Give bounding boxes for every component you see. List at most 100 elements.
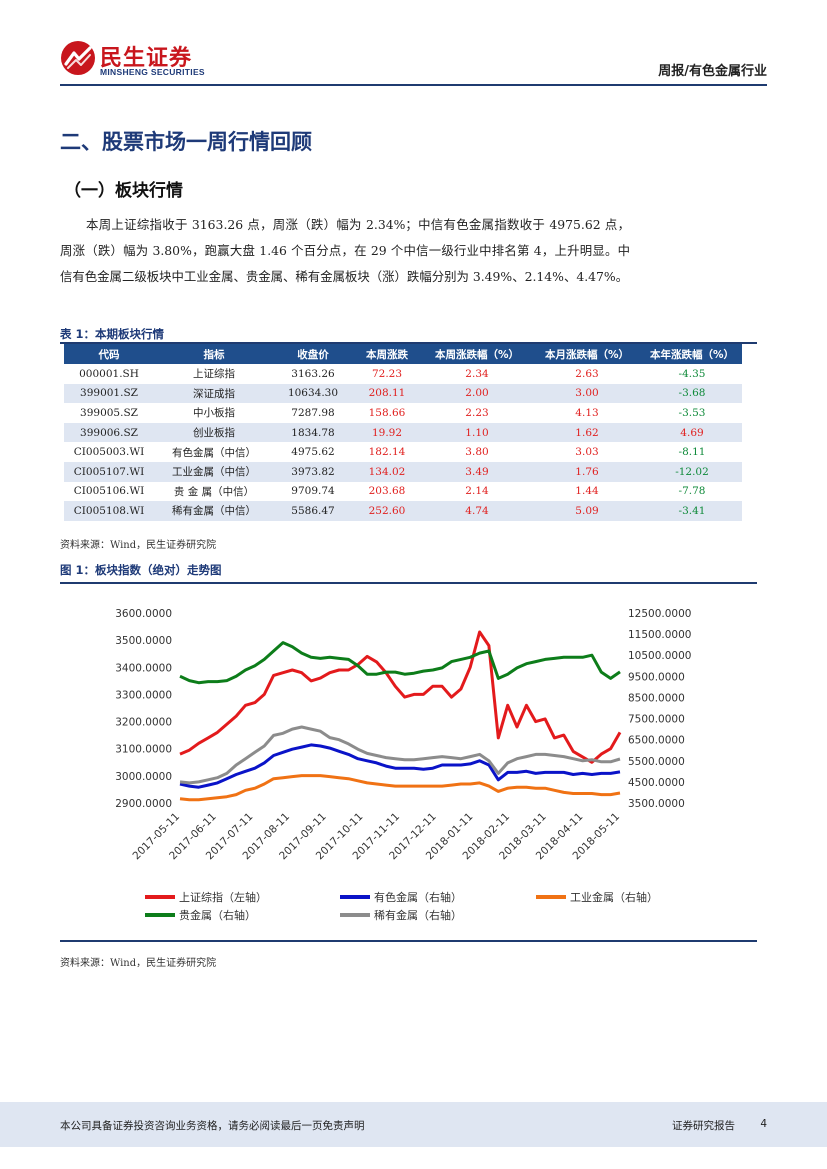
table-cell: 3.49 [422,461,532,482]
table-cell: 2.00 [422,383,532,404]
table-header-cell: 收盘价 [274,344,352,364]
sector-table: 代码 指标 收盘价 本周涨跌 本周涨跌幅（%） 本月涨跌幅（%） 本年涨跌幅（%） 0000… [64,344,742,521]
table-header-cell: 本周涨跌 [352,344,422,364]
table-row: 000001.SH 上证综指 3163.26 72.23 2.34 2.63 -4.35 [64,364,742,384]
table-cell: 3163.26 [291,367,335,380]
table-cell: 4.69 [642,422,742,443]
left-axis-tick-label: 3300.0000 [115,689,172,701]
table-row: CI005003.WI 有色金属（中信） 4975.62 182.14 3.80 3.03… [64,442,742,462]
table-cell: 10634.30 [274,383,352,404]
right-axis-tick-label: 12500.0000 [628,608,691,620]
legend-label: 上证综指（左轴） [179,890,267,904]
table-header-row: 代码 指标 收盘价 本周涨跌 本周涨跌幅（%） 本月涨跌幅（%） 本年涨跌幅（%） [64,344,742,364]
series-line-3 [179,641,621,685]
table-cell: 5586.47 [274,501,352,521]
table-cell: -12.02 [642,461,742,482]
table-cell: 1.44 [575,485,599,498]
series-line-0 [179,630,622,764]
right-axis-tick-label: 4500.0000 [628,777,685,789]
table-cell: CI005106.WI [73,485,145,498]
legend-label: 稀有金属（右轴） [374,908,462,922]
table-cell: 深证成指 [154,383,274,404]
table-cell: 稀有金属（中信） [154,501,274,521]
legend-label: 有色金属（右轴） [374,890,462,904]
sector-index-chart: 2900.0000 3000.0000 3100.0000 3200.0000 3300… [115,608,691,922]
table-row: 399006.SZ 创业板指 1834.78 19.92 1.10 1.62 4.69 [64,422,742,443]
table-header-cell: 本月涨跌幅（%） [532,344,642,364]
footer-disclaimer: 本公司具备证券投资咨询业务资格，请务必阅读最后一页免责声明 [60,1120,365,1132]
right-axis-tick-label: 9500.0000 [628,671,685,683]
table-cell: -7.78 [678,485,706,498]
table-cell: CI005107.WI [64,461,154,482]
table-cell: -3.53 [678,406,706,419]
left-axis-tick-label: 3600.0000 [115,608,172,620]
right-axis-tick-label: 8500.0000 [628,692,685,704]
table-cell: 4975.62 [291,446,335,459]
table-body: 000001.SH 上证综指 3163.26 72.23 2.34 2.63 -4.35 39… [64,364,742,521]
table-row: 399005.SZ 中小板指 7287.98 158.66 2.23 4.13 -3.53 [64,403,742,423]
table-cell: 1834.78 [274,422,352,443]
logo: 民生证券 MINSHENG SECURITIES [60,40,210,80]
left-axis-tick-label: 3500.0000 [115,635,172,647]
figure-caption: 图 1：板块指数（绝对）走势图 [60,563,222,577]
right-axis-tick-label: 7500.0000 [628,714,685,726]
figure-source: 资料来源：Wind，民生证券研究院 [60,958,217,969]
table-cell: 4.74 [422,501,532,521]
table-row: CI005106.WI 贵 金 属（中信） 9709.74 203.68 2.14 1.4… [64,482,742,502]
table-cell: 399001.SZ [64,383,154,404]
table-header-cell: 本周涨跌幅（%） [422,344,532,364]
table-cell: 399005.SZ [80,406,138,419]
left-axis-tick-label: 2900.0000 [115,798,172,810]
series-line-1 [179,743,621,789]
table-cell: 2.63 [575,367,599,380]
table-source: 资料来源：Wind，民生证券研究院 [60,540,217,551]
table-header-cell: 代码 [64,344,154,364]
table-cell: 399006.SZ [64,422,154,443]
table-cell: 7287.98 [291,406,335,419]
table-cell: 4.13 [575,406,599,419]
minsheng-logo-icon [61,41,95,75]
table-cell: 上证综指 [193,368,235,381]
table-cell: 3973.82 [274,461,352,482]
table-cell: 5.09 [532,501,642,521]
table-cell: 158.66 [368,406,406,419]
series-line-4 [179,725,621,785]
table-cell: 203.68 [368,485,406,498]
table-cell: 72.23 [371,367,403,380]
page-header: 民生证券 MINSHENG SECURITIES 周报/有色金属行业 [0,0,827,90]
legend-label: 贵金属（右轴） [179,908,256,922]
table-header-cell: 本年涨跌幅（%） [642,344,742,364]
table-cell: 创业板指 [154,422,274,443]
table-cell: 有色金属（中信） [172,446,256,459]
header-divider [60,84,767,86]
table-cell: 贵 金 属（中信） [173,485,255,498]
table-cell: 2.14 [465,485,489,498]
right-axis-tick-label: 3500.0000 [628,798,685,810]
page-number: 4 [760,1118,767,1130]
table-cell: -3.41 [642,501,742,521]
table-cell: 1.62 [532,422,642,443]
report-type: 周报/有色金属行业 [658,64,767,79]
logo-english-name: MINSHENG SECURITIES [100,67,205,77]
table-cell: 中小板指 [193,407,235,420]
right-axis-tick-label: 6500.0000 [628,735,685,747]
subsection-title: （一）板块行情 [64,181,183,201]
left-axis-tick-label: 3000.0000 [115,771,172,783]
table-cell: -4.35 [678,367,706,380]
table-cell: CI005108.WI [64,501,154,521]
left-axis-tick-label: 3400.0000 [115,662,172,674]
table-cell: 3.80 [465,446,489,459]
table-cell: CI005003.WI [73,446,145,459]
table-cell: 3.00 [532,383,642,404]
figure-bottom-divider [60,940,757,942]
table-row: CI005107.WI 工业金属（中信） 3973.82 134.02 3.49 1.76… [64,461,742,482]
left-axis-tick-label: 3200.0000 [115,717,172,729]
right-axis-tick-label: 11500.0000 [628,629,691,641]
logo-chinese-name: 民生证券 [100,46,193,71]
table-row: CI005108.WI 稀有金属（中信） 5586.47 252.60 4.74 5.09… [64,501,742,521]
table-cell: 182.14 [368,446,406,459]
summary-paragraph: 本周上证综指收于 3163.26 点，周涨（跌）幅为 2.34%；中信有色金属指… [60,217,630,284]
table-cell: 19.92 [352,422,422,443]
table-row: 399001.SZ 深证成指 10634.30 208.11 2.00 3.00 -3.68 [64,383,742,404]
table-cell: 2.34 [465,367,489,380]
